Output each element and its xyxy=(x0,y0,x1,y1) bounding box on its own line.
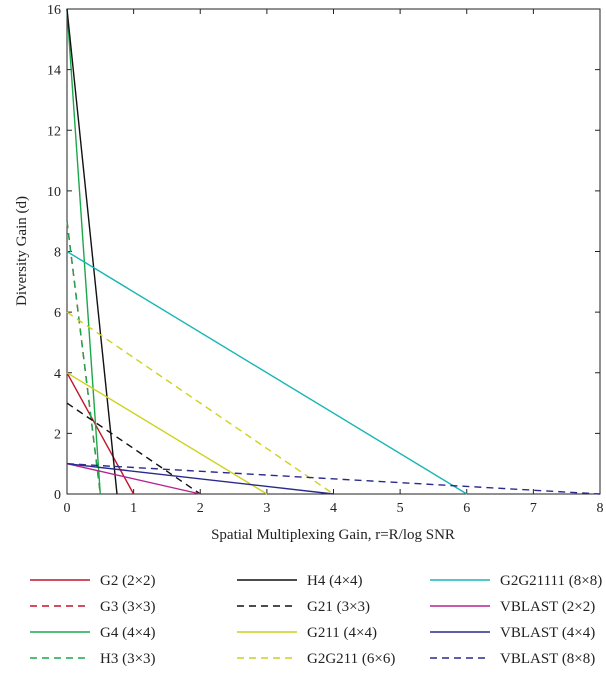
legend-label: G2G211 (6×6) xyxy=(307,651,395,667)
legend-label: VBLAST (4×4) xyxy=(500,625,595,641)
x-tick-label: 7 xyxy=(530,501,537,516)
y-tick-label: 4 xyxy=(54,367,61,382)
y-tick-label: 16 xyxy=(47,3,61,18)
y-tick-label: 2 xyxy=(54,427,61,442)
series-lines xyxy=(66,8,601,495)
series-line-11 xyxy=(66,463,601,495)
legend-label: H3 (3×3) xyxy=(100,651,156,667)
y-tick-label: 12 xyxy=(47,124,61,139)
x-tick-label: 5 xyxy=(397,501,404,516)
legend-label: VBLAST (2×2) xyxy=(500,599,595,615)
y-tick-label: 14 xyxy=(47,64,61,79)
x-axis-title: Spatial Multiplexing Gain, r=R/log SNR xyxy=(211,527,455,543)
series-line-4 xyxy=(66,8,118,495)
x-tick-label: 8 xyxy=(597,501,604,516)
series-line-10 xyxy=(66,463,334,495)
series-line-5 xyxy=(66,402,201,495)
x-tick-label: 2 xyxy=(197,501,204,516)
legend-label: G3 (3×3) xyxy=(100,599,156,615)
legend-label: G2 (2×2) xyxy=(100,573,156,589)
x-tick-label: 1 xyxy=(130,501,137,516)
series-line-3 xyxy=(66,221,101,495)
y-tick-label: 8 xyxy=(54,246,61,261)
series-line-6 xyxy=(66,372,268,495)
legend-label: VBLAST (8×8) xyxy=(500,651,595,667)
series-line-2 xyxy=(66,8,101,495)
series-line-0 xyxy=(66,372,135,495)
series-line-9 xyxy=(66,463,201,495)
x-tick-label: 4 xyxy=(330,501,337,516)
x-tick-label: 0 xyxy=(64,501,71,516)
y-tick-label: 10 xyxy=(47,185,61,200)
series-line-8 xyxy=(66,250,468,495)
legend: G2 (2×2) G3 (3×3) G4 (4×4) H3 (3×3) H4 (4×4)… xyxy=(30,573,602,667)
legend-label: G21 (3×3) xyxy=(307,599,370,615)
x-tick-label: 3 xyxy=(263,501,270,516)
legend-label: G4 (4×4) xyxy=(100,625,156,641)
x-tick-label: 6 xyxy=(463,501,470,516)
y-tick-label: 6 xyxy=(54,306,61,321)
y-tick-label: 0 xyxy=(54,488,61,503)
y-axis-title: Diversity Gain (d) xyxy=(14,196,30,306)
legend-label: G2G21111 (8×8) xyxy=(500,573,602,589)
legend-label: G211 (4×4) xyxy=(307,625,377,641)
legend-label: H4 (4×4) xyxy=(307,573,363,589)
series-line-7 xyxy=(66,311,334,495)
